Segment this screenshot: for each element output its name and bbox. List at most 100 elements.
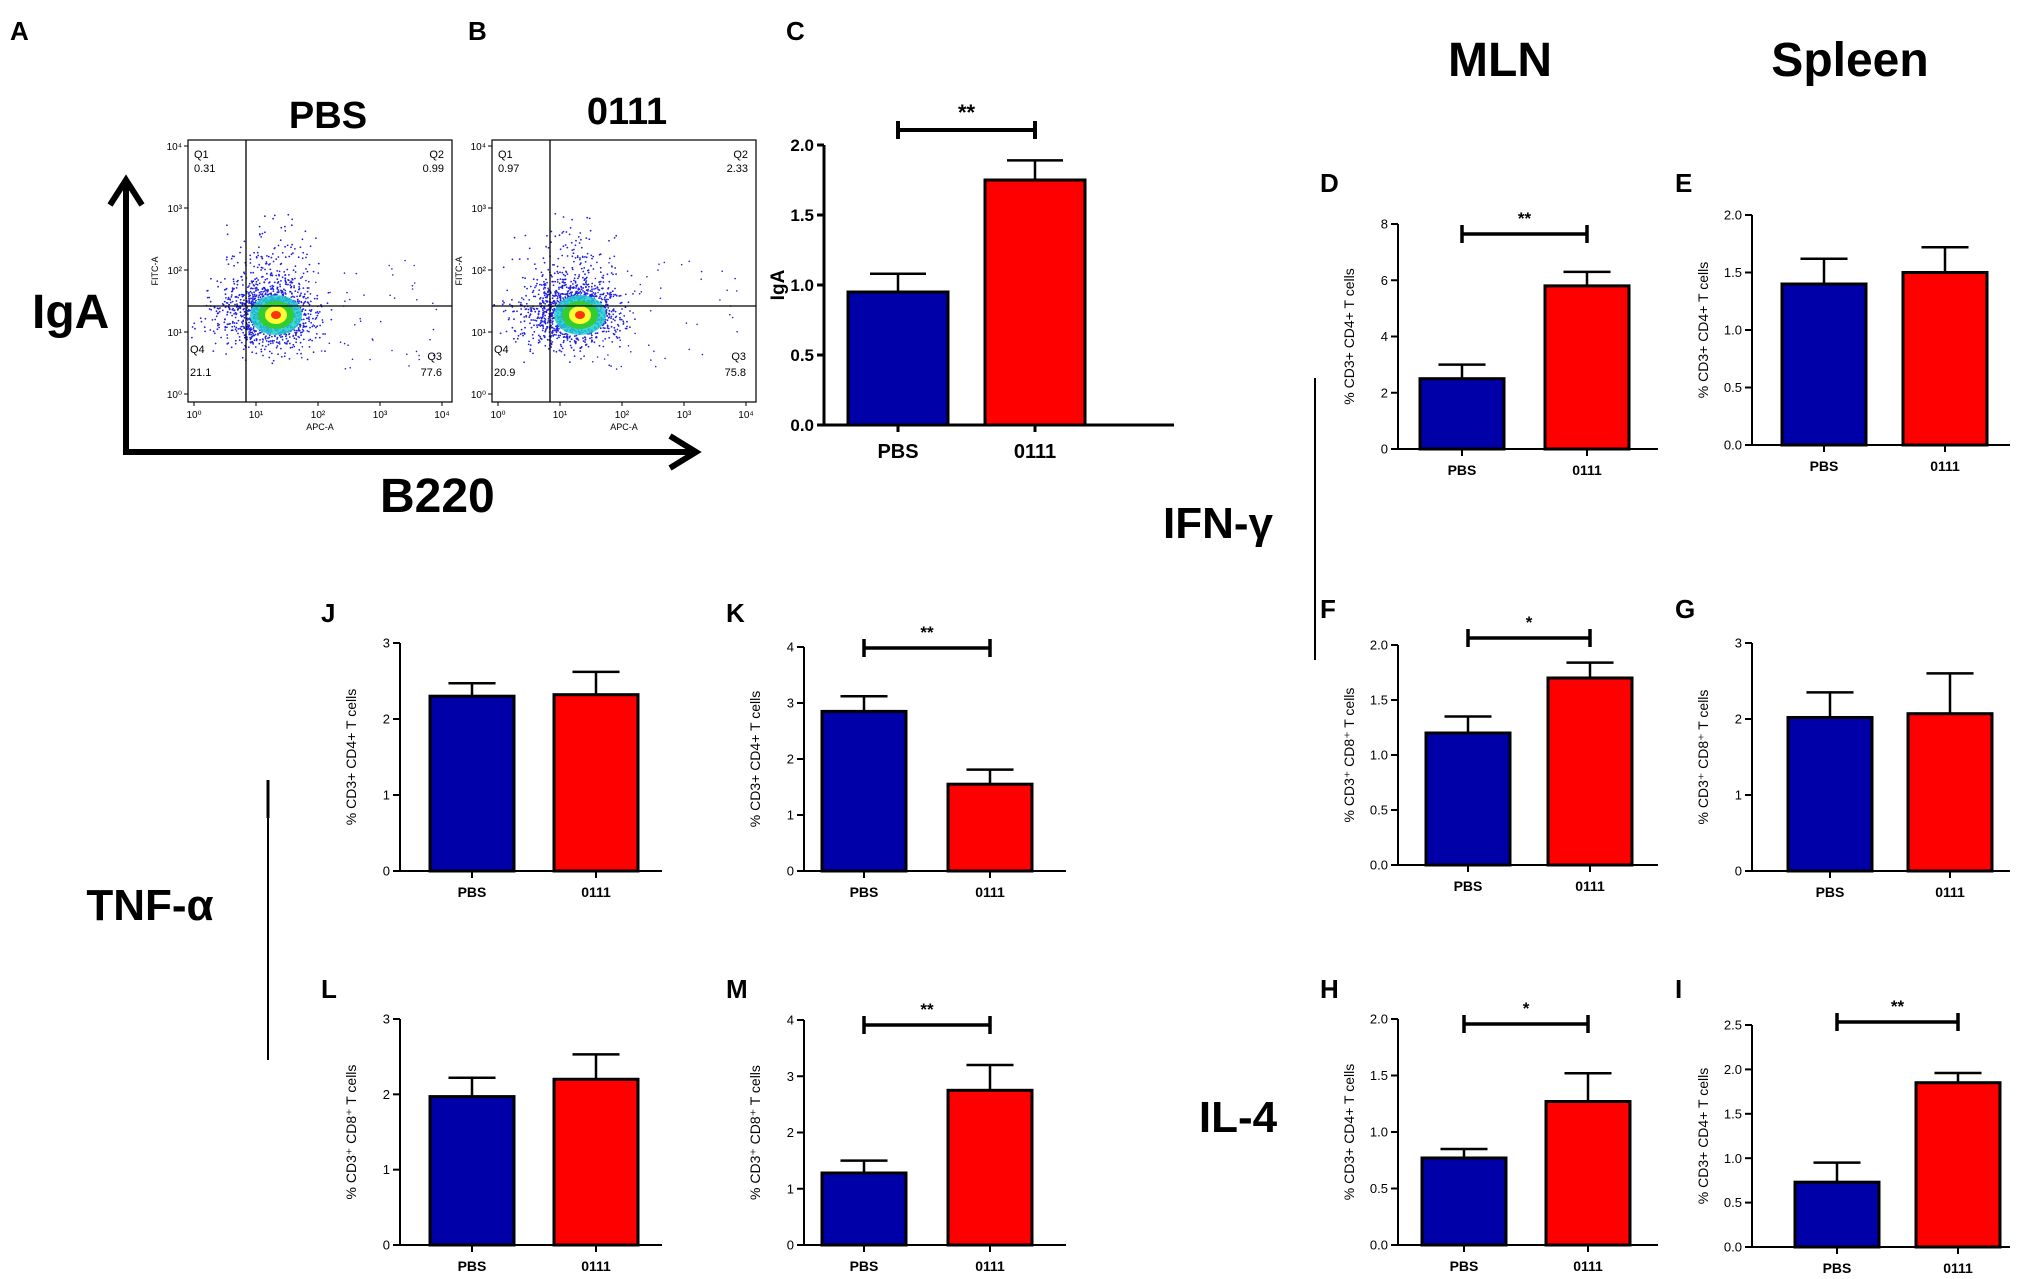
event-dot bbox=[577, 339, 580, 341]
event-dot bbox=[294, 248, 296, 250]
event-dot bbox=[735, 290, 738, 292]
event-dot bbox=[542, 297, 544, 300]
event-dot bbox=[281, 252, 284, 254]
event-dot bbox=[602, 340, 604, 342]
event-dot bbox=[214, 342, 217, 345]
event-dot bbox=[293, 285, 295, 287]
event-dot bbox=[632, 293, 634, 295]
event-dot bbox=[408, 365, 410, 367]
event-dot bbox=[241, 279, 244, 281]
event-dot bbox=[266, 272, 268, 275]
event-dot bbox=[528, 299, 531, 301]
bar-0111 bbox=[1546, 676, 1634, 867]
event-dot bbox=[229, 298, 231, 300]
event-dot bbox=[542, 327, 545, 330]
event-dot bbox=[233, 309, 235, 312]
event-dot bbox=[550, 306, 552, 308]
event-dot bbox=[530, 326, 533, 329]
event-dot bbox=[565, 271, 568, 274]
event-dot bbox=[297, 302, 300, 304]
event-dot bbox=[265, 340, 268, 342]
event-dot bbox=[280, 356, 283, 358]
x-tick-label: PBS bbox=[1454, 878, 1483, 894]
event-dot bbox=[598, 289, 601, 291]
event-dot bbox=[252, 301, 255, 304]
event-dot bbox=[630, 274, 633, 277]
event-dot bbox=[305, 268, 307, 270]
event-dot bbox=[606, 273, 609, 276]
event-dot bbox=[553, 272, 556, 275]
event-dot bbox=[293, 329, 296, 332]
event-dot bbox=[603, 298, 606, 301]
event-dot bbox=[561, 347, 564, 350]
flow-axes: IgA B220 bbox=[32, 174, 702, 523]
event-dot bbox=[216, 328, 219, 331]
event-dot bbox=[579, 290, 582, 293]
event-dot bbox=[554, 303, 557, 306]
quadrant-q3-label: Q3 bbox=[731, 351, 746, 363]
event-dot bbox=[606, 327, 609, 329]
event-dot bbox=[588, 217, 591, 220]
event-dot bbox=[249, 341, 252, 343]
y-axis-label: % CD3+ CD4+ T cells bbox=[747, 691, 763, 827]
event-dot bbox=[520, 308, 523, 310]
x-tick-label: 0111 bbox=[1575, 878, 1605, 894]
y-tick-label: 4 bbox=[787, 1013, 794, 1028]
event-dot bbox=[551, 317, 554, 320]
event-dot bbox=[283, 341, 286, 344]
event-dot bbox=[632, 312, 634, 314]
event-dot bbox=[546, 296, 548, 299]
event-dot bbox=[629, 326, 631, 328]
event-dot bbox=[263, 290, 266, 292]
event-dot bbox=[268, 282, 270, 284]
event-dot bbox=[262, 291, 264, 293]
event-dot bbox=[559, 349, 561, 352]
event-dot bbox=[302, 330, 305, 332]
y-channel-label: FITC-A bbox=[454, 257, 464, 286]
event-dot bbox=[602, 277, 605, 279]
event-dot bbox=[721, 270, 723, 272]
event-dot bbox=[276, 286, 279, 289]
event-dot bbox=[534, 286, 536, 289]
y-axis-label: % CD3⁺ CD8⁺ T cells bbox=[1341, 688, 1357, 823]
event-dot bbox=[272, 342, 274, 344]
event-dot bbox=[535, 320, 538, 322]
y-tick-label: 10⁴ bbox=[471, 142, 486, 153]
event-dot bbox=[535, 284, 537, 287]
event-dot bbox=[327, 291, 330, 294]
event-dot bbox=[608, 309, 611, 312]
event-dot bbox=[580, 286, 583, 289]
significance-label: ** bbox=[1518, 209, 1532, 228]
event-dot bbox=[287, 279, 289, 281]
event-dot bbox=[248, 282, 251, 285]
quadrant-q3-label: Q3 bbox=[427, 351, 442, 363]
label-tnf-alpha: TNF-α bbox=[86, 881, 213, 930]
event-dot bbox=[354, 324, 356, 326]
event-dot bbox=[599, 253, 602, 256]
y-tick-label: 2 bbox=[787, 752, 794, 767]
bar-pbs bbox=[1420, 1156, 1508, 1247]
event-dot bbox=[231, 287, 234, 289]
event-dot bbox=[315, 316, 318, 319]
event-dot bbox=[594, 284, 596, 287]
event-dot bbox=[564, 281, 566, 284]
y-tick-label: 1.0 bbox=[1724, 1151, 1742, 1166]
x-tick-label: 10² bbox=[311, 410, 326, 421]
y-tick-label: 4 bbox=[787, 640, 794, 655]
event-dot bbox=[379, 320, 382, 323]
y-tick-label: 1.0 bbox=[790, 276, 814, 295]
event-dot bbox=[502, 310, 505, 313]
event-dot bbox=[554, 292, 557, 295]
event-dot bbox=[541, 316, 544, 319]
event-dot bbox=[243, 310, 246, 313]
event-dot bbox=[214, 318, 217, 321]
event-dot bbox=[248, 317, 251, 320]
event-dot bbox=[534, 310, 537, 313]
x-tick-label: 0111 bbox=[975, 884, 1005, 900]
event-dot bbox=[601, 287, 603, 290]
event-dot bbox=[608, 336, 611, 339]
event-dot bbox=[614, 310, 617, 313]
event-dot bbox=[504, 309, 507, 312]
event-dot bbox=[569, 340, 571, 343]
event-dot bbox=[559, 248, 562, 251]
